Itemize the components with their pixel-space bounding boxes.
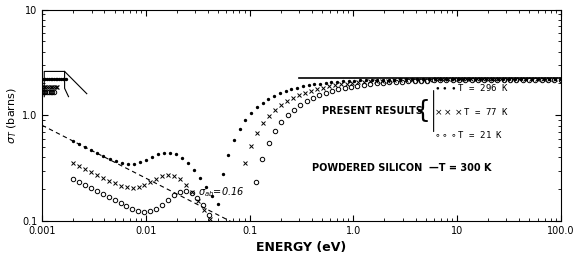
Text: $\circ\circ\circ$T = 21 K: $\circ\circ\circ$T = 21 K — [434, 129, 503, 140]
Text: PRESENT RESULTS: PRESENT RESULTS — [322, 106, 423, 116]
Text: $\bullet\bullet\bullet$T = 296 K: $\bullet\bullet\bullet$T = 296 K — [434, 82, 508, 93]
Text: {: { — [415, 99, 431, 123]
Text: POWDERED SILICON  —T = 300 K: POWDERED SILICON —T = 300 K — [311, 163, 491, 173]
Y-axis label: $\sigma_T$ (barns): $\sigma_T$ (barns) — [6, 87, 19, 144]
X-axis label: ENERGY (eV): ENERGY (eV) — [256, 242, 346, 255]
Text: $\sigma_{ab}$=0.16: $\sigma_{ab}$=0.16 — [198, 185, 245, 199]
Text: $\times\times\times$T = 77 K: $\times\times\times$T = 77 K — [434, 106, 509, 116]
